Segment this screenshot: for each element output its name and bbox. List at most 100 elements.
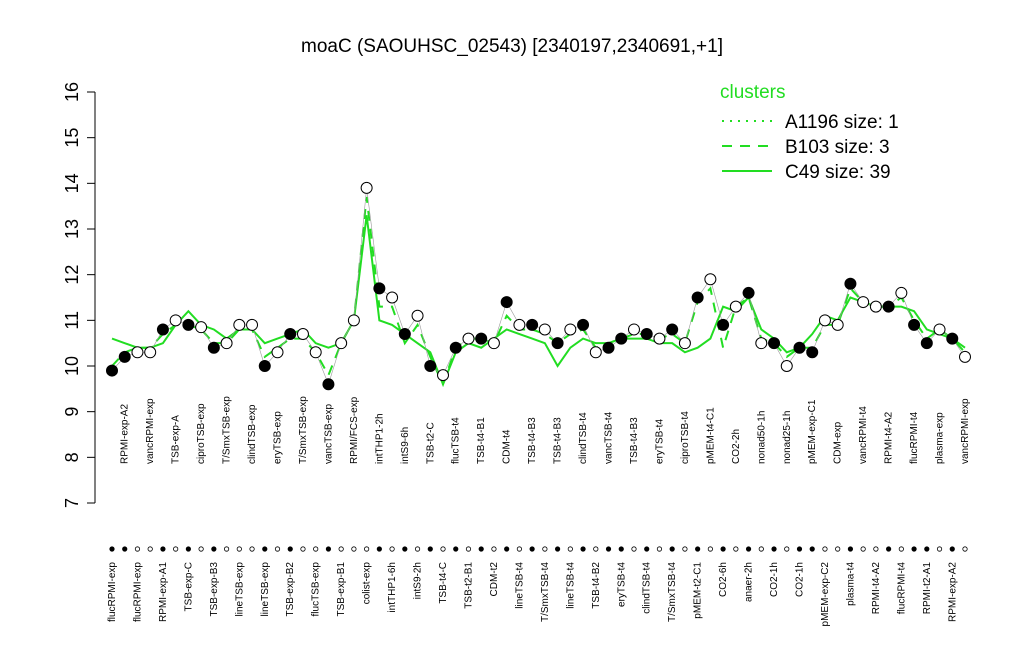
point (437, 369, 450, 382)
rug-dot (720, 546, 726, 552)
x-tick-label: RPMI-t2-A1 (922, 562, 933, 615)
rug-dot (936, 546, 943, 552)
point (296, 328, 309, 341)
rug-dot (733, 546, 739, 552)
rug-dot (593, 546, 599, 552)
rug-dot (185, 546, 191, 552)
x-tick-label: intS9-6h (400, 427, 411, 464)
point (207, 341, 220, 354)
rug-dot (249, 546, 255, 552)
rug-dot (389, 546, 395, 552)
x-tick-label: RPMI-exp-A1 (158, 562, 169, 622)
point (908, 318, 921, 331)
rug-dot (707, 546, 713, 552)
x-tick-label: lineTSB-exp (234, 562, 245, 617)
point (564, 323, 577, 336)
rug-dot (631, 546, 637, 552)
x-tick-label: RPMI/FCS-exp (349, 396, 360, 464)
x-tick-label: plasma-exp (935, 412, 946, 464)
legend-label: A1196 size: 1 (785, 112, 899, 133)
rug-dot (924, 546, 930, 552)
x-tick-label: flucRPMI-t4 (896, 562, 907, 615)
point (806, 346, 819, 359)
rug-dot (300, 546, 306, 552)
x-tick-label: colist-exp (362, 562, 373, 605)
y-tick-label: 15 (62, 128, 82, 148)
rug-dot (376, 546, 382, 552)
point (818, 314, 831, 327)
rug-dot (313, 546, 319, 552)
x-tick-label: eryTSB-t4 (616, 562, 627, 607)
rug-dot (465, 546, 472, 552)
point (220, 337, 233, 350)
x-tick-label: lineTSB-t4 (565, 562, 576, 609)
rug-dot (962, 546, 968, 552)
rug-dot (262, 546, 268, 552)
point-link (837, 283, 851, 325)
x-tick-label: vancRPMI-t4 (858, 406, 869, 464)
point (411, 309, 424, 322)
rug-dot (504, 546, 510, 552)
x-tick-label: TSB-t4-B3 (527, 417, 538, 464)
point (729, 300, 742, 313)
point-link (748, 292, 762, 344)
x-tick-label: vancRPMI-exp (145, 398, 156, 464)
y-tick-label: 10 (62, 356, 82, 376)
x-tick-label: pMEM-t2-C1 (693, 562, 704, 619)
rug-dot (618, 546, 624, 552)
x-tick-label: anaer-2h (744, 562, 755, 602)
point (386, 291, 399, 304)
point (742, 286, 755, 299)
x-tick-label: lineTSB-exp (260, 562, 271, 617)
point (335, 337, 348, 350)
point (169, 314, 182, 327)
point (246, 318, 259, 331)
rug-dot (134, 546, 141, 552)
rug-dot (822, 546, 828, 552)
legend-label: B103 size: 3 (785, 137, 890, 158)
rug-dot (771, 546, 777, 552)
y-tick-label: 11 (62, 311, 82, 330)
point (487, 337, 500, 350)
point (602, 341, 615, 354)
rug-dot (287, 546, 293, 552)
point (627, 323, 640, 336)
x-tick-label: CO2-1h (769, 562, 780, 597)
y-tick-label: 9 (62, 407, 82, 417)
y-tick-label: 12 (62, 265, 82, 285)
x-tick-label: vancRPMI-exp (960, 398, 971, 464)
x-tick-label: T/SmxTSB-exp (298, 396, 309, 464)
point-link (710, 279, 724, 325)
rug-dot (211, 546, 217, 552)
point (106, 364, 118, 377)
x-tick-label: intTHP1-2h (374, 413, 385, 464)
point (577, 318, 590, 331)
x-tick-label: T/SmxTSB-exp (222, 396, 233, 464)
point (844, 277, 857, 290)
x-tick-label: TSB-t4-C (438, 562, 449, 604)
rug-dot (402, 546, 408, 552)
point (271, 346, 284, 359)
rug-dot (605, 546, 612, 552)
point-link (417, 315, 431, 367)
rug-dot (427, 546, 433, 552)
point (182, 318, 195, 331)
x-tick-label: CO2-6h (718, 562, 729, 597)
rug-dot (478, 546, 484, 552)
x-tick-label: TSB-t2-B1 (463, 562, 474, 609)
rug-dot (274, 546, 281, 552)
x-tick-label: ciproTSB-t4 (680, 411, 691, 464)
x-tick-label: flucRPMI-exp (132, 562, 143, 622)
rug-dot (236, 546, 242, 552)
x-tick-label: CDM-exp (833, 421, 844, 464)
x-tick-label: T/SmxTSB-t4 (540, 562, 551, 622)
point (946, 332, 959, 345)
point (233, 318, 246, 331)
point (755, 337, 768, 350)
point (195, 321, 208, 334)
point (322, 378, 335, 391)
cluster-line (111, 215, 966, 387)
x-tick-label: CDM-t4 (502, 429, 513, 464)
x-tick-label: RPMI-exp-A2 (947, 562, 958, 622)
